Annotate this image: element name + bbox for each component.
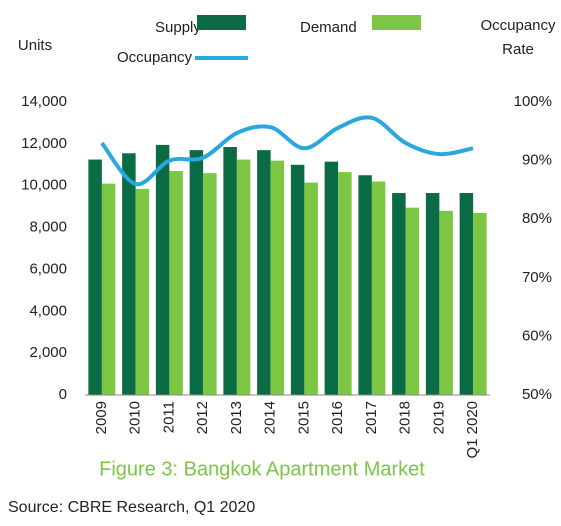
y2-tick-label: 70% <box>522 269 552 286</box>
y-tick-label: 14,000 <box>21 93 67 110</box>
x-tick-label: 2013 <box>228 401 245 434</box>
bar <box>425 193 440 395</box>
bar <box>88 159 102 395</box>
bar <box>358 175 372 395</box>
bar <box>236 159 251 395</box>
legend-swatch <box>372 15 421 30</box>
x-tick-label: 2012 <box>194 401 211 434</box>
y2-tick-label: 100% <box>514 93 552 110</box>
x-tick-label: 2015 <box>295 401 312 434</box>
chart-title: Figure 3: Bangkok Apartment Market <box>99 458 425 480</box>
bar <box>473 212 487 395</box>
legend-swatch <box>197 15 246 30</box>
y-tick-label: 10,000 <box>21 177 67 194</box>
bar <box>155 144 170 395</box>
bar <box>223 146 237 395</box>
y2-tick-label: 50% <box>522 386 552 403</box>
y-tick-label: 2,000 <box>29 344 67 361</box>
bar <box>439 210 453 395</box>
bar <box>392 193 406 395</box>
bar <box>135 188 150 395</box>
y-tick-label: 6,000 <box>29 260 67 277</box>
bar <box>371 181 386 395</box>
bar <box>189 150 204 395</box>
bar <box>270 160 285 395</box>
bar <box>459 193 474 395</box>
x-tick-label: 2011 <box>160 401 177 433</box>
bar <box>338 172 352 395</box>
bar <box>324 161 339 395</box>
bar <box>122 153 136 395</box>
bar <box>405 207 420 395</box>
x-tick-label: Q1 2020 <box>464 401 481 459</box>
bar <box>304 182 318 395</box>
y2-tick-label: 90% <box>522 152 552 169</box>
x-tick-label: 2018 <box>397 401 414 434</box>
bar <box>257 150 271 395</box>
x-tick-label: 2017 <box>363 401 380 434</box>
source-note: Source: CBRE Research, Q1 2020 <box>8 499 255 516</box>
y-tick-label: 12,000 <box>21 135 67 152</box>
y-tick-label: 8,000 <box>29 219 67 236</box>
legend-label: Supply <box>155 19 201 36</box>
y-axis-title: Units <box>18 37 52 54</box>
legend-label: Occupancy <box>117 49 193 66</box>
legend-label: Demand <box>300 19 357 36</box>
bar <box>169 171 183 395</box>
x-tick-label: 2016 <box>329 401 346 434</box>
y2-tick-label: 60% <box>522 327 552 344</box>
x-tick-label: 2019 <box>430 401 447 434</box>
bar <box>203 173 217 395</box>
bar <box>101 183 116 395</box>
y-tick-label: 4,000 <box>29 302 67 319</box>
x-tick-label: 2010 <box>127 401 144 434</box>
y2-axis-title: Occupancy Rate <box>480 17 556 58</box>
x-tick-label: 2014 <box>262 401 279 434</box>
y-tick-label: 0 <box>59 386 67 403</box>
occupancy-line <box>100 115 474 187</box>
x-tick-label: 2009 <box>93 401 110 434</box>
bar <box>290 164 305 395</box>
y2-tick-label: 80% <box>522 210 552 227</box>
